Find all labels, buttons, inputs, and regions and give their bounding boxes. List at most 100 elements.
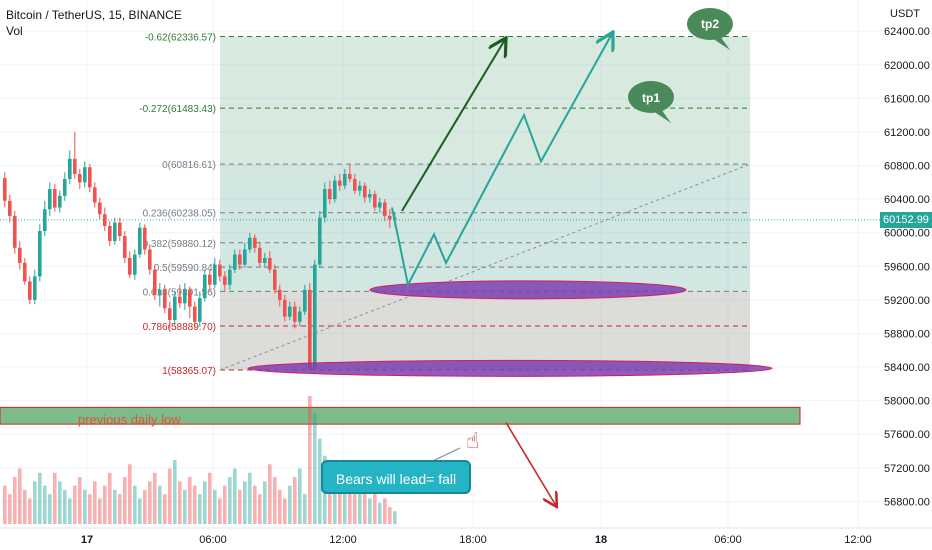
candle-body	[228, 269, 232, 285]
volume-bar	[253, 485, 257, 524]
candle-body	[88, 167, 92, 188]
volume-bar	[218, 498, 222, 524]
last-price-badge: 60152.99	[880, 211, 932, 228]
y-tick-label: 58800.00	[884, 328, 930, 340]
tp2-text: tp2	[701, 17, 719, 31]
volume-bar	[193, 485, 197, 524]
candle-body	[283, 299, 287, 317]
candle-body	[43, 209, 47, 232]
volume-bar	[48, 494, 52, 524]
volume-bar	[268, 464, 272, 524]
bears-callout: Bears will lead= fall	[321, 460, 471, 494]
volume-bar	[53, 472, 57, 524]
candle-body	[48, 189, 52, 210]
volume-bar	[298, 468, 302, 524]
candle-body	[158, 289, 162, 295]
volume-bar	[288, 485, 292, 524]
candle-body	[318, 217, 322, 265]
x-tick-label: 12:00	[844, 534, 872, 546]
volume-bar	[383, 498, 387, 524]
symbol-title: Bitcoin / TetherUS, 15, BINANCE	[6, 8, 182, 22]
volume-bar	[18, 468, 22, 524]
volume-bars	[3, 396, 397, 524]
fib-zone-middle	[220, 164, 750, 292]
candle-body	[233, 254, 237, 270]
volume-label: Vol	[6, 24, 23, 38]
candle-body	[123, 236, 127, 258]
fib-level-label: -0.272(61483.43)	[139, 104, 216, 115]
tp2-bubble-tail	[712, 36, 730, 50]
volume-bar	[28, 498, 32, 524]
volume-bar	[138, 498, 142, 524]
candle-body	[378, 202, 382, 208]
volume-bar	[168, 468, 172, 524]
candle-body	[358, 185, 362, 191]
candle-body	[278, 289, 282, 300]
candle-body	[193, 306, 197, 322]
candle-body	[53, 189, 57, 208]
volume-bar	[88, 494, 92, 524]
volume-bar	[203, 481, 207, 524]
tp2-label: tp2	[688, 9, 732, 39]
y-tick-label: 59600.00	[884, 261, 930, 273]
y-tick-label: 60800.00	[884, 161, 930, 173]
tp1-bubble-tail	[653, 109, 671, 123]
volume-bar	[63, 489, 67, 524]
volume-bar	[333, 464, 337, 524]
y-tick-label: 60000.00	[884, 228, 930, 240]
volume-bar	[83, 489, 87, 524]
candle-body	[73, 158, 77, 174]
volume-bar	[58, 481, 62, 524]
support-ellipse-upper	[369, 280, 687, 300]
volume-bar	[363, 489, 367, 524]
x-tick-label: 06:00	[199, 534, 227, 546]
candle-body	[153, 269, 157, 295]
y-tick-label: 56800.00	[884, 496, 930, 508]
x-tick-label: 18:00	[459, 534, 487, 546]
volume-bar	[228, 477, 232, 524]
candle-body	[198, 298, 202, 322]
candle-body	[243, 249, 247, 265]
tp1-bubble	[628, 81, 674, 113]
y-tick-label: 58000.00	[884, 396, 930, 408]
volume-bar	[233, 468, 237, 524]
volume-bar	[318, 438, 322, 524]
candle-body	[93, 187, 97, 203]
volume-bar	[108, 472, 112, 524]
fib-level-label: -0.62(62336.57)	[145, 33, 216, 44]
fib-level-label: 0.618(59301.56)	[143, 287, 216, 298]
price-axis[interactable]: 62400.00 62000.00 61600.00 61200.00 60800.00…	[880, 0, 932, 550]
candle-body	[208, 274, 212, 285]
fib-level-label: 0.5(59590.84)	[154, 263, 216, 274]
candle-body	[323, 189, 327, 218]
volume-bar	[303, 494, 307, 524]
candle-body	[103, 214, 107, 226]
candle-body	[13, 215, 17, 248]
candle-body	[313, 264, 317, 369]
currency-label: USDT	[890, 8, 920, 20]
time-axis[interactable]: 17 06:00 12:00 18:00 18 06:00 12:00	[0, 527, 932, 546]
candle-body	[58, 195, 62, 208]
volume-bar	[103, 485, 107, 524]
candle-body	[38, 231, 42, 277]
volume-bar	[343, 489, 347, 524]
y-tick-label: 57600.00	[884, 429, 930, 441]
candle-body	[18, 247, 22, 263]
volume-bar	[263, 481, 267, 524]
candle-body	[258, 247, 262, 263]
candle-body	[113, 222, 117, 242]
drawings	[247, 8, 773, 506]
tp1-text: tp1	[642, 91, 660, 105]
volume-bar	[278, 489, 282, 524]
candle-body	[388, 215, 392, 220]
volume-bar	[23, 489, 27, 524]
candle-body	[348, 173, 352, 179]
volume-bar	[213, 489, 217, 524]
volume-bar	[143, 489, 147, 524]
volume-bar	[118, 494, 122, 524]
previous-daily-low-label: previous daily low	[78, 412, 181, 427]
volume-bar	[308, 396, 312, 524]
volume-bar	[33, 481, 37, 524]
candle-body	[333, 180, 337, 200]
